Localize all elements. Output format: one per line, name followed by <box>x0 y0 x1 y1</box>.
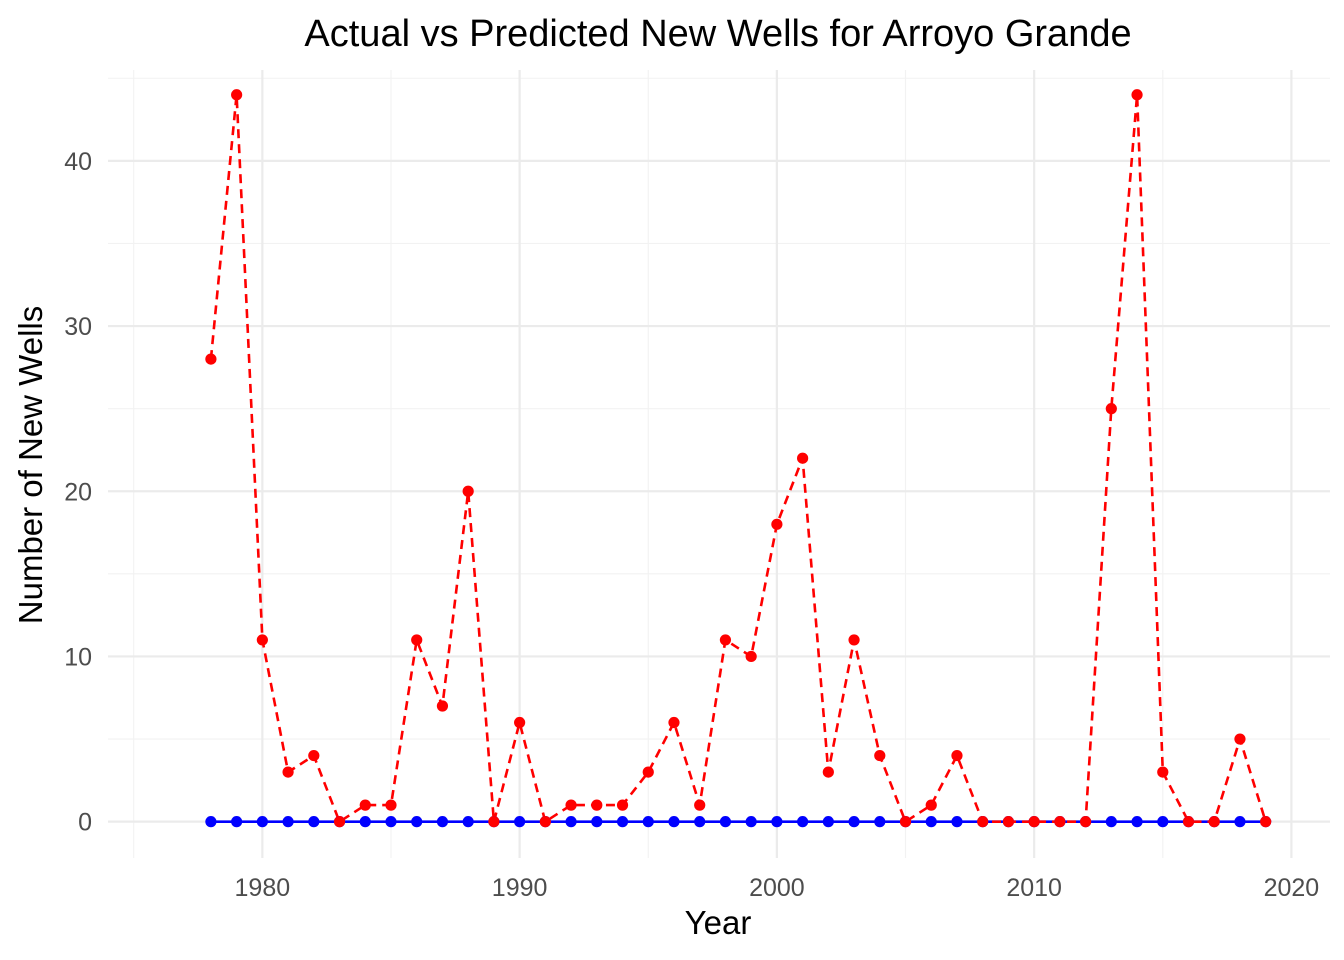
data-point-series-1 <box>642 816 654 828</box>
data-point-series-1 <box>925 816 937 828</box>
data-point-series-1 <box>1234 816 1246 828</box>
data-point-series-2 <box>1157 766 1169 778</box>
data-point-series-2 <box>1260 816 1272 828</box>
data-point-series-2 <box>308 749 320 762</box>
data-point-series-2 <box>694 799 706 811</box>
data-point-series-2 <box>1105 403 1117 415</box>
data-point-series-1 <box>848 816 860 828</box>
data-point-series-1 <box>591 816 603 828</box>
data-point-series-2 <box>591 799 603 811</box>
data-point-series-2 <box>616 799 629 811</box>
data-point-series-1 <box>565 816 577 828</box>
data-point-series-1 <box>1131 816 1143 828</box>
data-point-series-1 <box>411 816 423 828</box>
data-point-series-1 <box>719 816 732 828</box>
y-tick-label: 40 <box>64 148 92 176</box>
data-point-series-2 <box>565 799 577 811</box>
data-point-series-1 <box>436 816 449 828</box>
data-point-series-2 <box>1208 816 1220 828</box>
data-point-series-2 <box>282 766 294 778</box>
y-tick-label: 0 <box>78 809 92 837</box>
data-point-series-1 <box>514 816 526 828</box>
data-point-series-2 <box>1131 89 1143 101</box>
data-point-series-2 <box>514 716 526 729</box>
data-point-series-1 <box>1157 816 1169 828</box>
x-tick-label: 2000 <box>749 874 805 902</box>
data-point-series-2 <box>385 799 397 811</box>
data-point-series-1 <box>694 816 706 828</box>
data-point-series-2 <box>848 634 860 646</box>
data-point-series-2 <box>359 799 371 811</box>
y-tick-label: 20 <box>64 478 92 506</box>
data-point-series-2 <box>539 816 551 828</box>
data-point-series-1 <box>745 816 757 828</box>
data-point-series-2 <box>668 716 680 729</box>
data-point-series-2 <box>1182 816 1195 828</box>
minor-gridlines <box>108 70 1330 858</box>
data-point-series-1 <box>359 816 371 828</box>
data-point-series-2 <box>462 485 474 497</box>
chart-title: Actual vs Predicted New Wells for Arroyo… <box>304 13 1131 55</box>
data-point-series-2 <box>899 816 912 828</box>
data-point-series-1 <box>1105 816 1117 828</box>
y-tick-label: 30 <box>64 313 92 341</box>
data-point-series-2 <box>488 816 500 828</box>
x-tick-label: 2020 <box>1264 874 1320 902</box>
data-point-series-2 <box>256 634 268 646</box>
tick-labels: 1980 1990 2000 2010 2020 0 10 20 30 40 <box>64 148 1319 902</box>
data-point-series-1 <box>951 816 963 828</box>
y-tick-label: 10 <box>64 643 92 671</box>
data-point-series-2 <box>925 799 937 811</box>
data-point-series-1 <box>282 816 294 828</box>
x-tick-label: 1980 <box>235 874 291 902</box>
data-point-series-1 <box>771 816 783 828</box>
data-point-series-2 <box>719 634 732 646</box>
x-tick-label: 2010 <box>1006 874 1062 902</box>
data-point-series-1 <box>256 816 268 828</box>
data-point-series-2 <box>951 749 963 762</box>
data-point-series-2 <box>642 766 654 778</box>
data-point-series-2 <box>436 700 449 712</box>
data-point-series-2 <box>1080 816 1092 828</box>
data-point-series-1 <box>205 816 217 828</box>
data-point-series-1 <box>308 816 320 828</box>
data-point-series-2 <box>745 650 757 663</box>
data-point-series-1 <box>874 816 886 828</box>
data-point-series-2 <box>771 518 783 530</box>
data-point-series-2 <box>231 89 243 101</box>
data-point-series-1 <box>822 816 834 828</box>
series-layer <box>205 89 1272 828</box>
data-point-series-1 <box>668 816 680 828</box>
data-point-series-2 <box>1002 816 1015 828</box>
data-point-series-2 <box>205 353 217 365</box>
data-point-series-2 <box>1028 816 1040 828</box>
data-point-series-2 <box>797 452 809 464</box>
data-point-series-1 <box>797 816 809 828</box>
data-point-series-1 <box>462 816 474 828</box>
data-point-series-2 <box>1234 733 1246 745</box>
data-point-series-2 <box>977 816 989 828</box>
data-point-series-2 <box>874 749 886 762</box>
data-point-series-2 <box>333 816 346 828</box>
data-point-series-1 <box>385 816 397 828</box>
data-point-series-1 <box>616 816 629 828</box>
x-tick-label: 1990 <box>492 874 548 902</box>
data-point-series-1 <box>231 816 243 828</box>
y-axis-title: Number of New Wells <box>12 306 49 624</box>
major-gridlines <box>108 70 1330 858</box>
data-point-series-2 <box>822 766 834 778</box>
data-point-series-2 <box>411 634 423 646</box>
x-axis-title: Year <box>685 904 752 941</box>
data-point-series-2 <box>1054 816 1066 828</box>
